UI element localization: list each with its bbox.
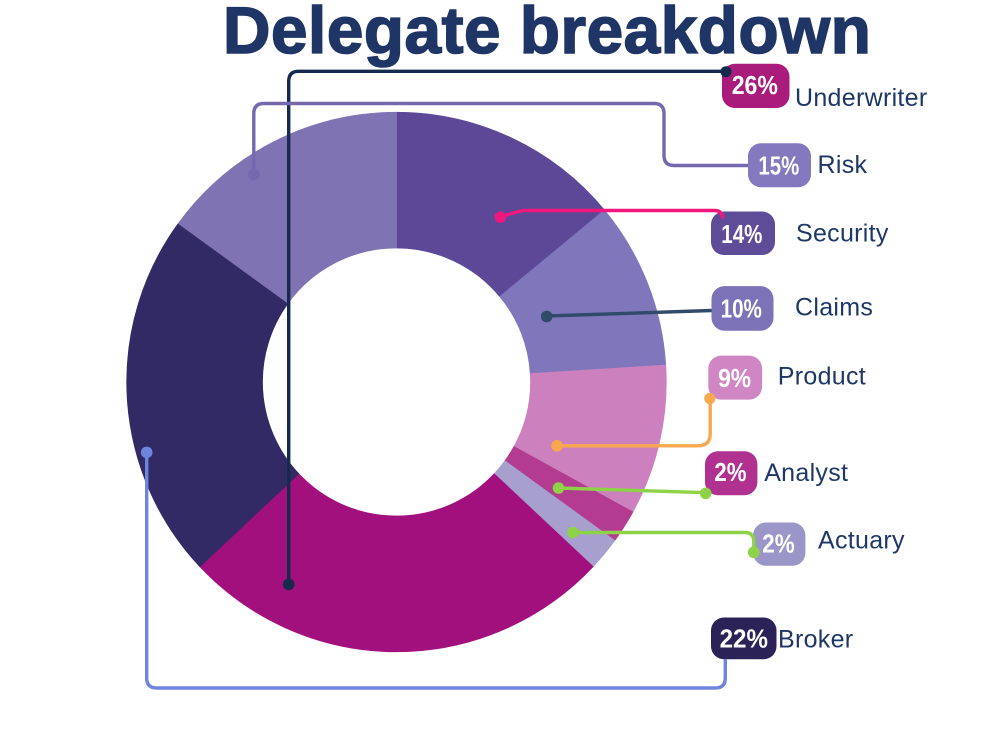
svg-text:Delegate breakdown: Delegate breakdown: [223, 0, 871, 67]
svg-text:Claims: Claims: [795, 293, 873, 321]
svg-text:Underwriter: Underwriter: [795, 84, 928, 112]
svg-text:Product: Product: [778, 363, 866, 391]
svg-text:Risk: Risk: [818, 151, 868, 179]
svg-text:Analyst: Analyst: [764, 459, 848, 487]
svg-text:2%: 2%: [714, 458, 746, 487]
svg-text:10%: 10%: [721, 294, 762, 323]
svg-text:2%: 2%: [762, 530, 794, 559]
svg-text:26%: 26%: [732, 72, 778, 101]
svg-text:Actuary: Actuary: [818, 526, 905, 554]
svg-text:14%: 14%: [721, 220, 762, 249]
svg-text:Security: Security: [796, 220, 889, 248]
svg-text:Broker: Broker: [778, 626, 853, 654]
svg-text:9%: 9%: [718, 364, 751, 393]
svg-text:15%: 15%: [758, 151, 799, 180]
svg-text:22%: 22%: [720, 625, 768, 654]
